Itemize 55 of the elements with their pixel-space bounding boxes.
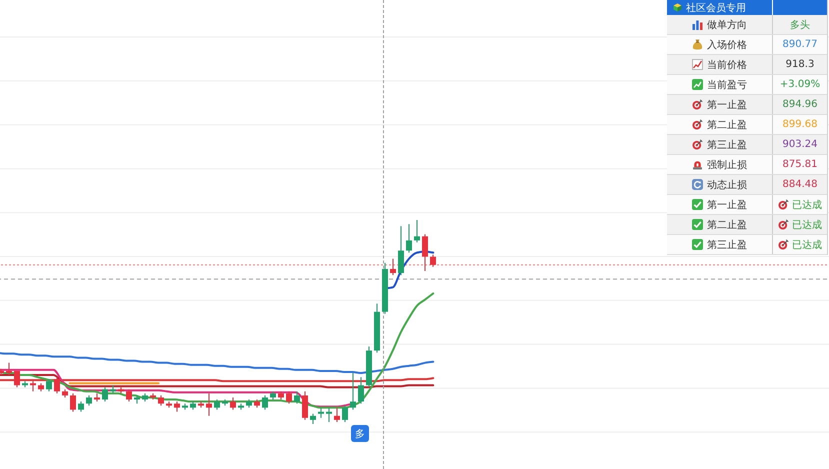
- candlestick: [430, 254, 436, 268]
- candlestick: [6, 362, 12, 376]
- text: 903.24: [782, 139, 818, 150]
- text: 已达成: [792, 240, 822, 250]
- category-label: 入场价格: [707, 38, 747, 52]
- candlestick: [310, 413, 316, 424]
- candlestick: [46, 378, 52, 392]
- candlestick: [86, 394, 92, 406]
- category-label: 第三止盈: [707, 138, 747, 152]
- candlestick: [78, 401, 84, 412]
- category-label: 第一止盈: [707, 98, 747, 112]
- text: 894.96: [782, 99, 818, 110]
- category-label: 当前盈亏: [707, 78, 747, 92]
- text: 社区会员专用: [686, 2, 746, 14]
- candlestick: [398, 226, 404, 276]
- category-label: 当前价格: [707, 58, 747, 72]
- candlestick: [294, 390, 300, 404]
- category-label: 动态止损: [707, 178, 747, 192]
- text: 884.48: [782, 179, 818, 190]
- candlestick: [318, 407, 324, 418]
- text: 899.68: [782, 119, 818, 130]
- candlestick: [350, 372, 356, 410]
- candlestick: [70, 392, 76, 412]
- text: 已达成: [792, 200, 822, 210]
- category-label: 第二止盈: [707, 218, 747, 232]
- candlestick: [206, 392, 212, 416]
- category-label: 第一止盈: [707, 198, 747, 212]
- candlestick: [334, 407, 340, 422]
- candlestick: [214, 399, 220, 410]
- category-label: 做单方向: [707, 18, 747, 32]
- text: 890.77: [782, 39, 818, 50]
- candlestick: [326, 407, 332, 422]
- candlestick: [262, 394, 268, 410]
- candlestick: [414, 219, 420, 243]
- candlestick: [406, 224, 412, 254]
- candlestick: [342, 405, 348, 422]
- text: 多: [351, 425, 369, 442]
- text: 已达成: [792, 220, 822, 230]
- candlestick: [126, 388, 132, 402]
- candlestick: [358, 376, 364, 404]
- candlestick: [302, 390, 308, 420]
- text: 875.81: [782, 159, 818, 170]
- category-label: 强制止损: [707, 158, 747, 172]
- candlestick: [230, 396, 236, 410]
- candlestick: [102, 386, 108, 402]
- text: 多头: [790, 20, 810, 30]
- candlestick: [174, 401, 180, 412]
- candlestick: [390, 258, 396, 276]
- text: 918.3: [786, 59, 814, 70]
- candlestick: [158, 394, 164, 406]
- category-label: 第三止盈: [707, 238, 747, 252]
- candlestick: [286, 390, 292, 404]
- text: +3.09%: [780, 79, 820, 90]
- category-label: 第二止盈: [707, 118, 747, 132]
- candlestick: [422, 234, 428, 272]
